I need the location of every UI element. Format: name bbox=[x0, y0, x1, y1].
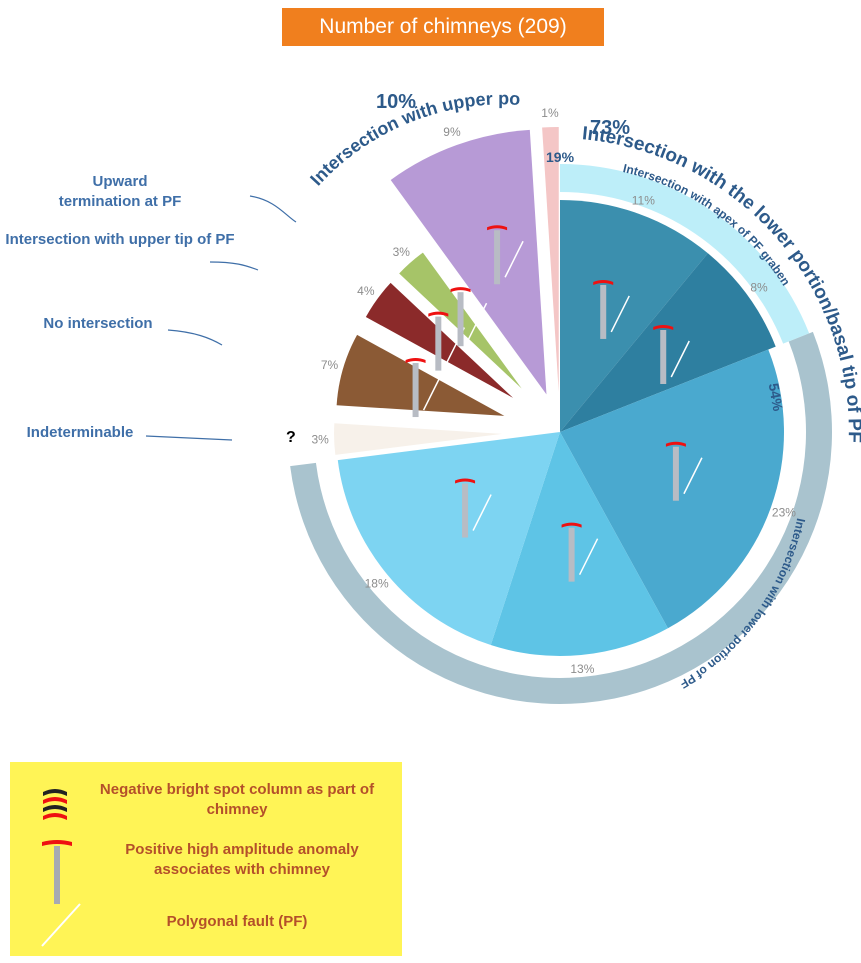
slice-illustrations bbox=[405, 225, 703, 582]
chart-title: Number of chimneys (209) bbox=[282, 8, 604, 46]
leader-no-intersection bbox=[167, 329, 223, 346]
pie-slice bbox=[390, 129, 547, 395]
fault-line-icon bbox=[41, 903, 81, 947]
bright-spot-column-icon bbox=[43, 789, 67, 820]
pie-slices bbox=[334, 127, 785, 657]
group-pct-19: 19% bbox=[546, 149, 575, 165]
label-no-intersection: No intersection bbox=[43, 315, 152, 332]
leader-indeterminable bbox=[145, 435, 233, 441]
slice-percent-label: 7% bbox=[321, 358, 339, 372]
slice-percent-label: 13% bbox=[570, 662, 594, 676]
leader-upper-tip bbox=[209, 261, 259, 271]
slice-percent-label: 1% bbox=[541, 106, 559, 120]
pie-slice bbox=[560, 253, 776, 432]
label-upper-tip: Intersection with upper tip of PF bbox=[5, 231, 234, 248]
chimney-illustration bbox=[665, 441, 703, 501]
chimney-anomaly-icon bbox=[42, 840, 72, 904]
legend: Negative bright spot column as part of c… bbox=[10, 762, 402, 956]
percent-labels: 11% 8% 23% 13% 18% 3% 7% 4% 3% 9% 1% bbox=[311, 106, 796, 676]
question-mark: ? bbox=[286, 429, 296, 446]
label-upward: termination at PF bbox=[59, 193, 182, 210]
chimney-illustration bbox=[653, 324, 690, 384]
label-indeterminable: Indeterminable bbox=[27, 424, 134, 441]
slice-percent-label: 3% bbox=[311, 433, 329, 447]
pie-slice bbox=[542, 127, 559, 393]
group-pct-73: 73% bbox=[590, 117, 630, 139]
chimney-illustration bbox=[405, 358, 443, 418]
pie-slice bbox=[490, 432, 668, 657]
slice-percent-label: 8% bbox=[750, 280, 768, 294]
label-upward-line1: Upward bbox=[92, 173, 147, 190]
group-pct-54: 54% bbox=[766, 382, 787, 413]
chimney-illustration bbox=[455, 478, 492, 538]
chimney-illustration bbox=[450, 287, 488, 347]
group-pct-10: 10% bbox=[376, 91, 416, 113]
chimney-illustration bbox=[593, 279, 630, 339]
slice-percent-label: 11% bbox=[632, 194, 655, 208]
legend-item-anomaly: Positive high amplitude anomaly associat… bbox=[125, 841, 359, 878]
slice-percent-label: 18% bbox=[365, 577, 389, 591]
pie-slice bbox=[336, 334, 505, 416]
pie-slice bbox=[560, 349, 785, 629]
outer-rings bbox=[290, 164, 833, 705]
chimney-illustration bbox=[487, 225, 524, 285]
chimney-illustration bbox=[561, 522, 599, 582]
leader-upward bbox=[249, 195, 297, 223]
ring-apex-graben bbox=[560, 164, 810, 344]
pie-slice bbox=[337, 432, 560, 646]
slice-percent-label: 23% bbox=[772, 506, 796, 520]
slice-percent-label: 3% bbox=[393, 245, 411, 259]
slice-percent-label: 4% bbox=[357, 284, 375, 298]
slice-percent-label: 9% bbox=[443, 125, 461, 139]
legend-item-bright-spot: Negative bright spot column as part of c… bbox=[99, 781, 375, 818]
pie-slice bbox=[560, 200, 708, 432]
legend-item-fault: Polygonal fault (PF) bbox=[166, 913, 308, 930]
pie-slice bbox=[334, 423, 503, 455]
